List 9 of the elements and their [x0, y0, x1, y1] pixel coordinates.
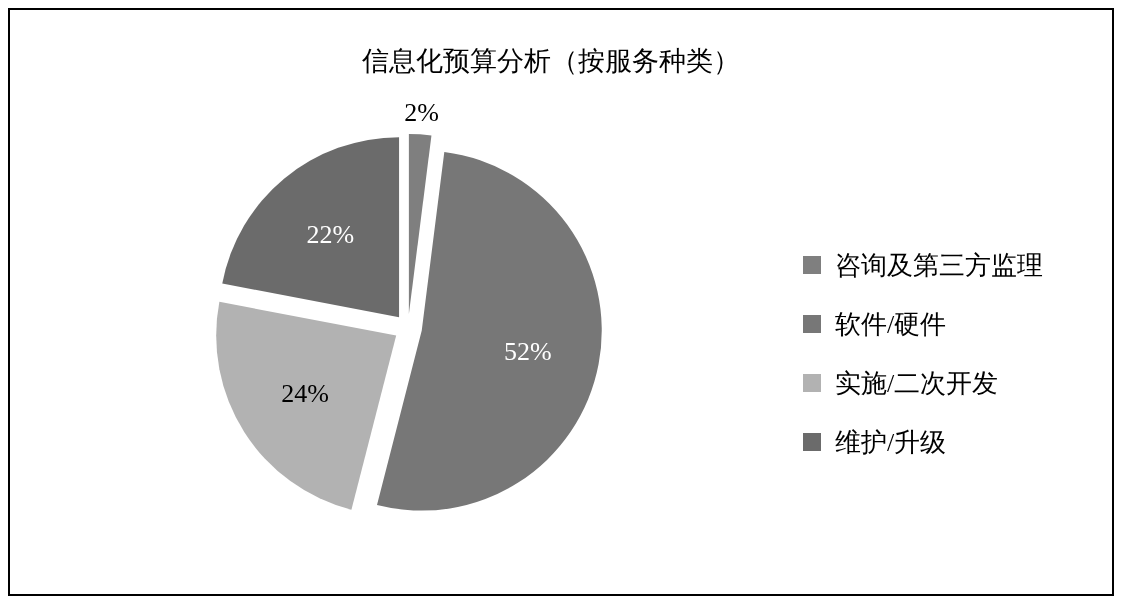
legend-label: 软件/硬件	[835, 310, 947, 339]
chart-title: 信息化预算分析（按服务种类）	[362, 46, 740, 76]
data-label: 24%	[281, 379, 329, 409]
data-label: 2%	[404, 98, 439, 128]
legend-label: 咨询及第三方监理	[835, 251, 1043, 280]
legend-label: 实施/二次开发	[835, 369, 999, 398]
legend-label: 维护/升级	[835, 428, 947, 457]
data-label: 22%	[306, 220, 355, 249]
data-label: 52%	[504, 336, 552, 366]
